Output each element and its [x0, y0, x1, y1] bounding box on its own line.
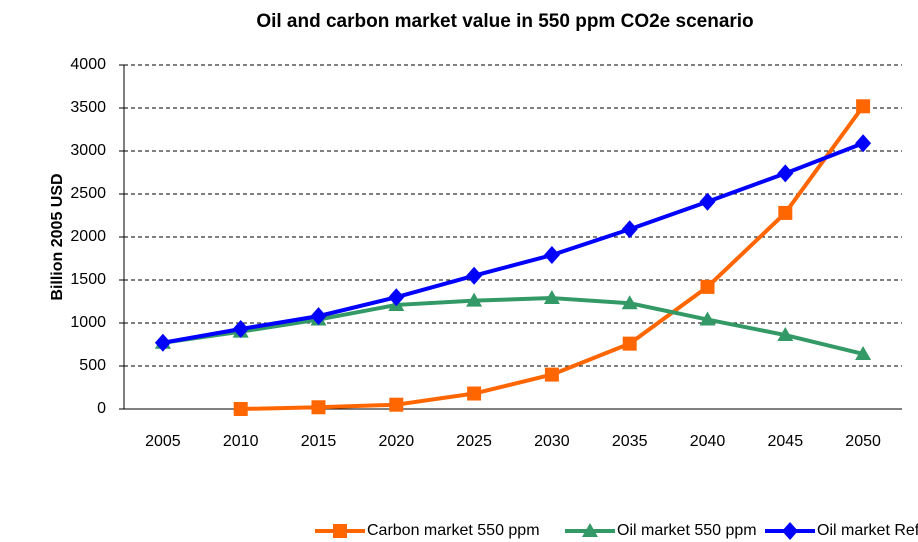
data-point [311, 400, 326, 415]
data-point [388, 288, 405, 307]
data-point [699, 192, 716, 211]
y-tick-label: 3000 [70, 142, 106, 159]
series-line [162, 141, 864, 345]
data-point [466, 292, 483, 307]
data-point [154, 333, 171, 352]
y-tick-label: 1000 [70, 314, 106, 331]
data-point [543, 290, 560, 305]
x-tick-label: 2045 [768, 433, 804, 450]
y-axis-label: Billion 2005 USD [49, 173, 66, 300]
data-point [778, 205, 793, 220]
y-tick-label: 0 [97, 400, 106, 417]
data-point [621, 295, 638, 310]
x-tick-label: 2005 [145, 433, 181, 450]
data-point [544, 367, 559, 382]
data-point [699, 311, 716, 326]
data-point [310, 307, 327, 326]
data-point [621, 220, 638, 239]
legend-marker [582, 523, 598, 537]
x-tick-label: 2010 [223, 433, 259, 450]
data-point [855, 345, 872, 360]
x-tick-label: 2035 [612, 433, 648, 450]
x-tick-label: 2020 [379, 433, 415, 450]
x-tick-label: 2015 [301, 433, 337, 450]
series-line [162, 296, 864, 356]
y-tick-label: 2500 [70, 185, 106, 202]
data-point [466, 266, 483, 285]
data-point [232, 320, 249, 339]
data-point [233, 402, 248, 416]
data-point [777, 164, 794, 183]
data-point [700, 279, 715, 294]
legend-marker [333, 524, 347, 538]
y-tick-label: 3500 [70, 99, 106, 116]
legend-marker [782, 522, 798, 540]
data-point [389, 397, 404, 412]
y-tick-label: 500 [79, 357, 106, 374]
x-tick-label: 2040 [690, 433, 726, 450]
legend-label: Oil market 550 ppm [617, 522, 757, 539]
y-tick-label: 1500 [70, 271, 106, 288]
data-point [777, 327, 794, 342]
data-point [622, 336, 637, 351]
y-tick-label: 4000 [70, 56, 106, 73]
legend-label: Carbon market 550 ppm [367, 522, 540, 539]
data-point [467, 386, 482, 401]
y-tick-label: 2000 [70, 228, 106, 245]
x-tick-label: 2050 [845, 433, 881, 450]
data-point [855, 134, 872, 153]
chart-title: Oil and carbon market value in 550 ppm C… [256, 11, 753, 32]
legend-label: Oil market Reference [817, 522, 918, 539]
data-point [856, 99, 871, 114]
x-tick-label: 2030 [534, 433, 570, 450]
data-point [543, 246, 560, 265]
x-tick-label: 2025 [456, 433, 492, 450]
